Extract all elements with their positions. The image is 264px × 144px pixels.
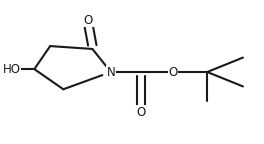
Text: O: O (168, 66, 178, 78)
Text: N: N (106, 66, 115, 78)
Text: HO: HO (3, 63, 21, 76)
Text: O: O (84, 14, 93, 27)
Text: O: O (136, 106, 146, 119)
